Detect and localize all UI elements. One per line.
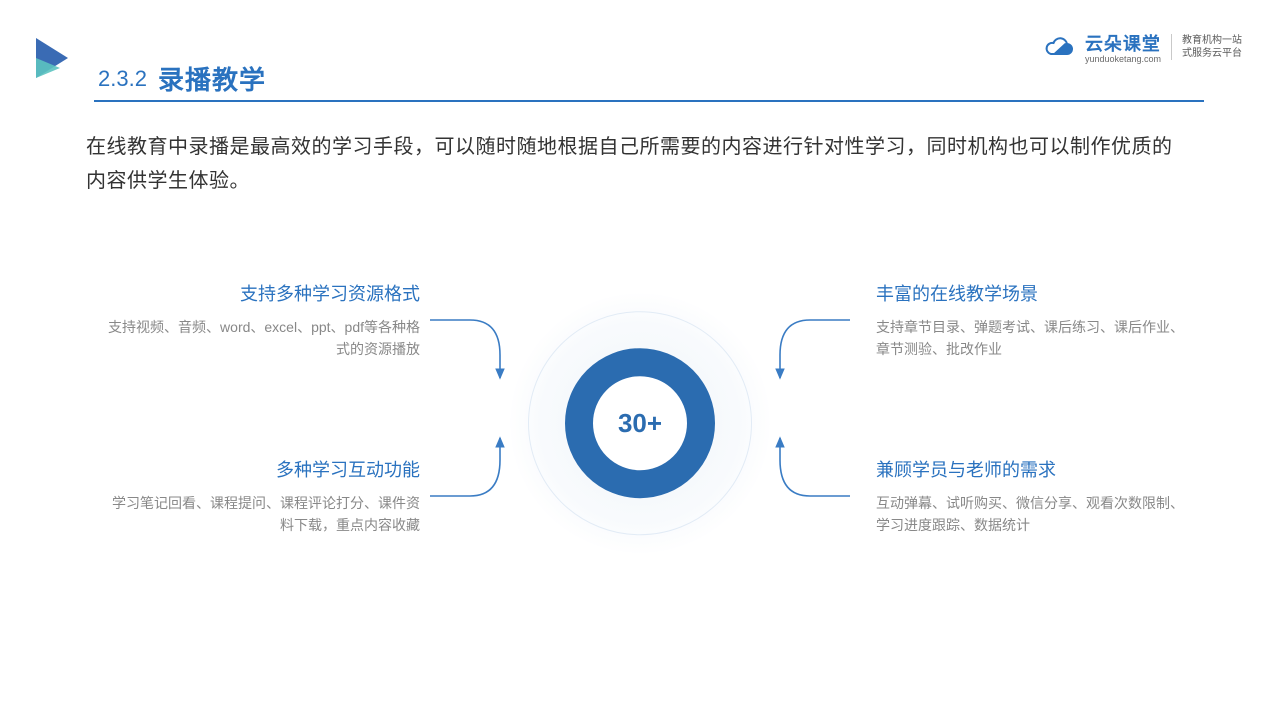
title-underline bbox=[94, 100, 1204, 102]
quadrant-top-right: 丰富的在线教学场景 支持章节目录、弹题考试、课后练习、课后作业、章节测验、批改作… bbox=[876, 280, 1196, 361]
q-br-desc: 互动弹幕、试听购买、微信分享、观看次数限制、学习进度跟踪、数据统计 bbox=[876, 492, 1196, 537]
play-triangle-icon bbox=[36, 38, 76, 78]
logo: 云朵课堂 yunduoketang.com 教育机构一站 式服务云平台 bbox=[1045, 30, 1242, 64]
logo-brand: 云朵课堂 bbox=[1085, 30, 1161, 56]
logo-tagline-2: 式服务云平台 bbox=[1182, 47, 1242, 60]
q-br-title: 兼顾学员与老师的需求 bbox=[876, 456, 1196, 482]
ring-main: 30+ bbox=[565, 348, 715, 498]
quadrant-bottom-right: 兼顾学员与老师的需求 互动弹幕、试听购买、微信分享、观看次数限制、学习进度跟踪、… bbox=[876, 456, 1196, 537]
q-bl-title: 多种学习互动功能 bbox=[100, 456, 420, 482]
q-bl-desc: 学习笔记回看、课程提问、课程评论打分、课件资料下载，重点内容收藏 bbox=[100, 492, 420, 537]
logo-domain: yunduoketang.com bbox=[1085, 54, 1161, 64]
logo-tagline-1: 教育机构一站 bbox=[1182, 34, 1242, 47]
center-ring: 30+ bbox=[510, 293, 770, 553]
q-tl-title: 支持多种学习资源格式 bbox=[100, 280, 420, 306]
logo-divider bbox=[1171, 34, 1172, 60]
quadrant-top-left: 支持多种学习资源格式 支持视频、音频、word、excel、ppt、pdf等各种… bbox=[100, 280, 420, 361]
section-title: 录播教学 bbox=[158, 60, 266, 97]
logo-text-block: 云朵课堂 yunduoketang.com bbox=[1085, 30, 1161, 64]
q-tl-desc: 支持视频、音频、word、excel、ppt、pdf等各种格式的资源播放 bbox=[100, 316, 420, 361]
slide: 2.3.2 录播教学 云朵课堂 yunduoketang.com 教育机构一站 … bbox=[0, 0, 1280, 720]
quadrant-bottom-left: 多种学习互动功能 学习笔记回看、课程提问、课程评论打分、课件资料下载，重点内容收… bbox=[100, 456, 420, 537]
logo-tagline: 教育机构一站 式服务云平台 bbox=[1182, 34, 1242, 60]
intro-paragraph: 在线教育中录播是最高效的学习手段，可以随时随地根据自己所需要的内容进行针对性学习… bbox=[86, 130, 1186, 198]
section-number: 2.3.2 bbox=[98, 66, 147, 92]
center-value: 30+ bbox=[618, 408, 662, 439]
radial-diagram: 30+ 支持多种学习资源格式 支持视频、音频、word、excel、ppt、pd… bbox=[0, 260, 1280, 680]
q-tr-desc: 支持章节目录、弹题考试、课后练习、课后作业、章节测验、批改作业 bbox=[876, 316, 1196, 361]
cloud-icon bbox=[1045, 36, 1075, 58]
q-tr-title: 丰富的在线教学场景 bbox=[876, 280, 1196, 306]
